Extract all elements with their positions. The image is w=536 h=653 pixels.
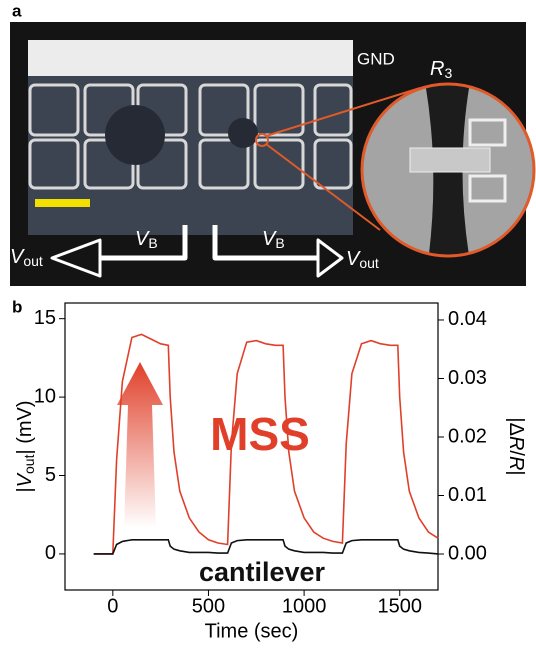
zoom-line [265,143,381,231]
series-line [93,539,439,555]
y2-tick-label: 0.00 [448,542,487,564]
label-part: | [505,470,527,475]
subscript: out [23,253,43,269]
vb-label: VB [135,228,158,250]
y2-axis-label: |ΔR/R| [505,417,527,475]
scale-bar [35,199,90,207]
membrane [228,118,258,148]
panel-label: b [12,297,22,316]
panel-label: a [12,1,22,20]
r3-label: R3 [430,58,452,80]
x-tick-label: 0 [107,595,118,617]
y-tick-label: 0 [45,542,56,564]
y2-tick-label: 0.02 [448,425,487,447]
label-part: R [505,456,527,470]
y-tick-label: 10 [34,385,56,407]
label-part: | (mV) [14,400,36,454]
membrane [105,105,165,165]
gnd-strip [28,40,353,76]
panel-a: a GND R3 VB VB Vout Vout [10,1,536,286]
y-tick-label: 5 [45,464,56,486]
panel-b: b 0 500 1000 1500 0 5 10 15 0.00 0.01 0.02 0.03 0.04… [12,297,527,642]
x-tick-label: 1500 [377,595,422,617]
label-part: / [505,450,527,456]
label-part: | [14,487,36,492]
y-tick-label: 15 [34,307,56,329]
symbol: V [135,228,150,250]
series-line [93,333,439,555]
vout-label: Vout [346,248,379,270]
label-part: V [14,472,36,487]
y-axis-label: |Vout| (mV) [14,400,36,492]
label-part: out [21,454,37,474]
subscript: B [275,235,284,251]
cantilever-annotation: cantilever [199,557,326,587]
vb-label: VB [262,228,285,250]
subscript: 3 [444,65,452,81]
zoom-marker [255,133,269,147]
increase-arrow [117,362,163,528]
magnifier-outline [360,82,536,258]
vout-label: Vout [10,246,43,268]
y2-tick-label: 0.01 [448,484,487,506]
symbol: R [430,58,444,80]
subscript: B [148,235,157,251]
subscript: out [359,255,379,271]
symbol: V [346,248,361,270]
gnd-label: GND [357,49,395,68]
zoom-line [265,87,421,137]
x-tick-label: 1000 [282,595,327,617]
y2-tick-label: 0.04 [448,308,487,330]
x-tick-label: 500 [192,595,225,617]
symbol: V [10,246,25,268]
mss-annotation: MSS [210,408,310,460]
magnified-view [362,84,534,256]
symbol: V [262,228,277,250]
y2-tick-label: 0.03 [448,367,487,389]
circuit-arrows [50,225,344,278]
label-part: R [505,436,527,450]
label-part: |Δ [505,417,527,436]
x-axis-label: Time (sec) [205,620,299,642]
plot-frame [64,302,439,591]
